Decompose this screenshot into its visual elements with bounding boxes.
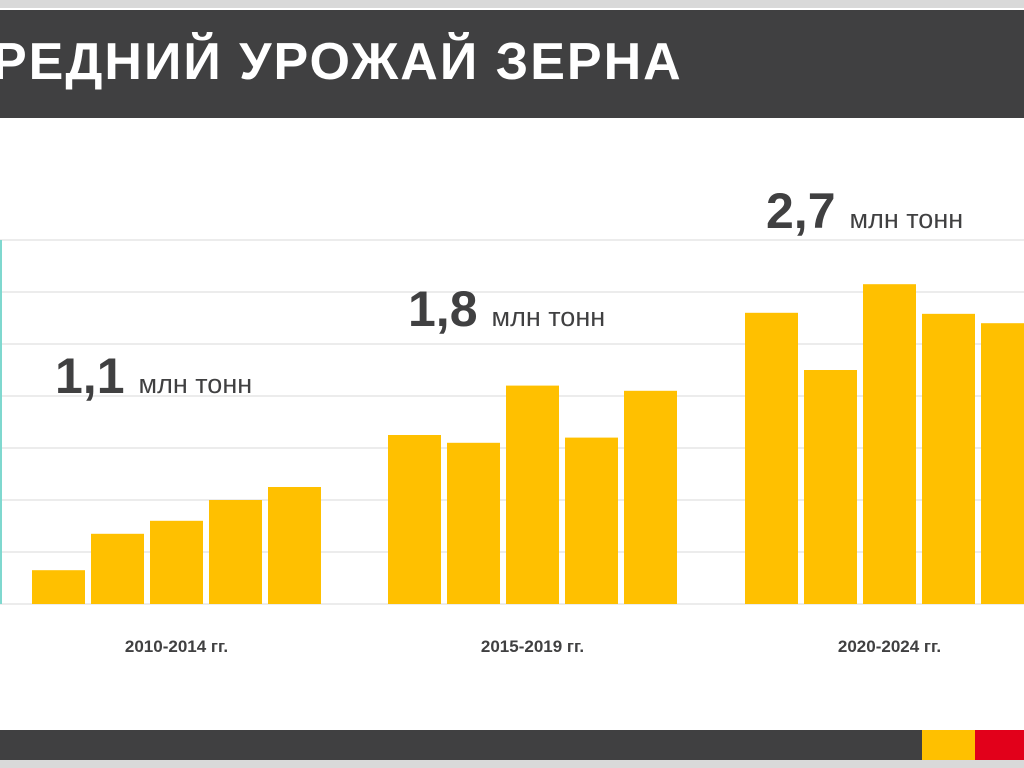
bar-1-4: [209, 500, 262, 604]
title-bar: РЕДНИЙ УРОЖАЙ ЗЕРНА: [0, 10, 1024, 118]
bar-3-3: [863, 284, 916, 604]
bar-3-2: [804, 370, 857, 604]
bar-2-3: [506, 385, 559, 604]
summary-unit: млн тонн: [492, 302, 606, 332]
summary-value: 1,1: [55, 348, 125, 404]
slide: РЕДНИЙ УРОЖАЙ ЗЕРНА 2010-2014 гг. 1,1 млн …: [0, 8, 1024, 760]
bar-2-1: [388, 435, 441, 604]
footer-accent-yellow: [922, 730, 975, 760]
summary-label: 2,7 млн тонн: [766, 183, 963, 239]
bar-2-2: [447, 442, 500, 604]
bar-3-1: [745, 312, 798, 604]
bar-chart: 2010-2014 гг. 1,1 млн тонн 2015-2019 гг. 1,8…: [0, 183, 1024, 656]
footer-bar: [0, 730, 922, 760]
footer-accent-red: [975, 730, 1024, 760]
category-label: 2020-2024 гг.: [838, 637, 941, 656]
summary-value: 1,8: [408, 281, 478, 337]
bar-1-2: [91, 533, 144, 604]
bar-2-4: [565, 437, 618, 604]
summary-unit: млн тонн: [850, 204, 964, 234]
summary-unit: млн тонн: [139, 369, 253, 399]
bar-2-5: [624, 390, 677, 604]
summary-label: 1,1 млн тонн: [55, 348, 252, 404]
bar-3-5: [981, 323, 1024, 604]
category-label: 2015-2019 гг.: [481, 637, 584, 656]
summary-label: 1,8 млн тонн: [408, 281, 605, 337]
bar-1-3: [150, 520, 203, 604]
bar-1-1: [32, 570, 85, 604]
page-title: РЕДНИЙ УРОЖАЙ ЗЕРНА: [0, 33, 683, 91]
summary-value: 2,7: [766, 183, 836, 239]
bars: [32, 284, 1024, 604]
bar-1-5: [268, 487, 321, 604]
labels: 2010-2014 гг. 1,1 млн тонн 2015-2019 гг. 1,8…: [55, 183, 963, 656]
bar-3-4: [922, 313, 975, 604]
category-label: 2010-2014 гг.: [125, 637, 228, 656]
